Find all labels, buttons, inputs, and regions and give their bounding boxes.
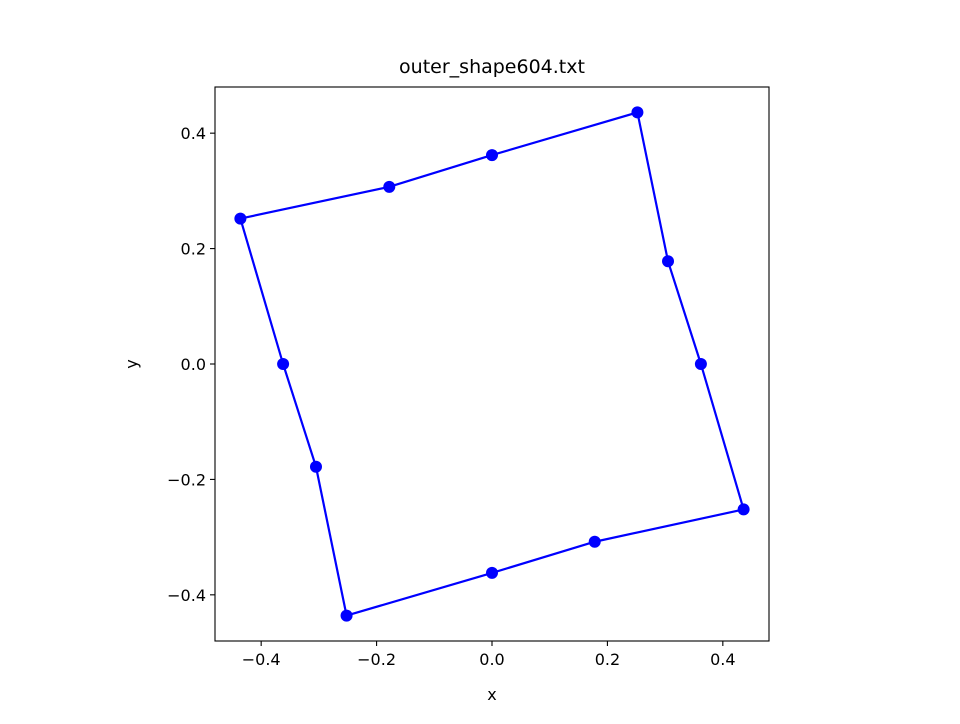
- x-axis-ticks: −0.4 −0.2 0.0 0.2 0.4: [242, 641, 736, 669]
- data-point: [631, 106, 644, 119]
- x-tick-label: 0.0: [479, 650, 504, 669]
- chart-title: outer_shape604.txt: [399, 56, 585, 78]
- data-point: [737, 503, 750, 516]
- data-point: [234, 212, 247, 225]
- y-tick-label: 0.0: [181, 355, 206, 374]
- x-tick-label: −0.2: [357, 650, 396, 669]
- data-point: [588, 535, 601, 548]
- data-point: [340, 609, 353, 622]
- data-point: [383, 180, 396, 193]
- y-tick-label: −0.4: [167, 586, 206, 605]
- data-point: [486, 149, 498, 162]
- plot-frame: [214, 86, 770, 642]
- y-tick-label: −0.2: [167, 470, 206, 489]
- y-axis-label: y: [122, 359, 141, 368]
- x-tick-label: −0.4: [242, 650, 281, 669]
- data-point: [277, 358, 290, 370]
- x-tick-label: 0.2: [595, 650, 620, 669]
- data-point: [309, 460, 322, 473]
- y-tick-label: 0.2: [181, 240, 206, 259]
- data-point: [694, 358, 707, 370]
- y-tick-label: 0.4: [181, 124, 206, 143]
- x-axis-label: x: [487, 685, 496, 704]
- x-tick-label: 0.4: [710, 650, 735, 669]
- y-axis-ticks: −0.4 −0.2 0.0 0.2 0.4: [167, 124, 215, 605]
- plot-area: [214, 86, 770, 642]
- data-point: [486, 566, 498, 579]
- series-line: [239, 111, 745, 617]
- data-point: [662, 255, 675, 268]
